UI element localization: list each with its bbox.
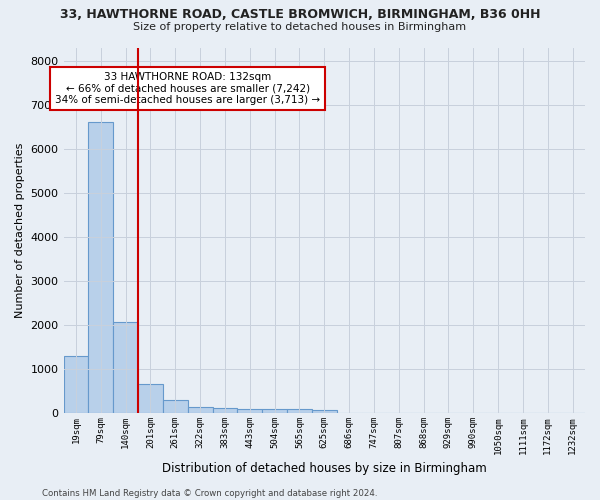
Bar xyxy=(88,122,113,414)
Bar xyxy=(163,400,188,413)
Bar xyxy=(212,408,238,414)
Bar xyxy=(262,409,287,414)
Text: Size of property relative to detached houses in Birmingham: Size of property relative to detached ho… xyxy=(133,22,467,32)
Bar xyxy=(113,322,138,414)
Text: 33, HAWTHORNE ROAD, CASTLE BROMWICH, BIRMINGHAM, B36 0HH: 33, HAWTHORNE ROAD, CASTLE BROMWICH, BIR… xyxy=(60,8,540,20)
Text: Contains HM Land Registry data © Crown copyright and database right 2024.: Contains HM Land Registry data © Crown c… xyxy=(42,488,377,498)
Bar xyxy=(188,407,212,414)
X-axis label: Distribution of detached houses by size in Birmingham: Distribution of detached houses by size … xyxy=(162,462,487,475)
Bar xyxy=(312,410,337,414)
Bar xyxy=(238,409,262,414)
Bar xyxy=(64,356,88,414)
Text: 33 HAWTHORNE ROAD: 132sqm
← 66% of detached houses are smaller (7,242)
34% of se: 33 HAWTHORNE ROAD: 132sqm ← 66% of detac… xyxy=(55,72,320,105)
Bar xyxy=(138,384,163,414)
Bar xyxy=(287,409,312,414)
Y-axis label: Number of detached properties: Number of detached properties xyxy=(15,142,25,318)
